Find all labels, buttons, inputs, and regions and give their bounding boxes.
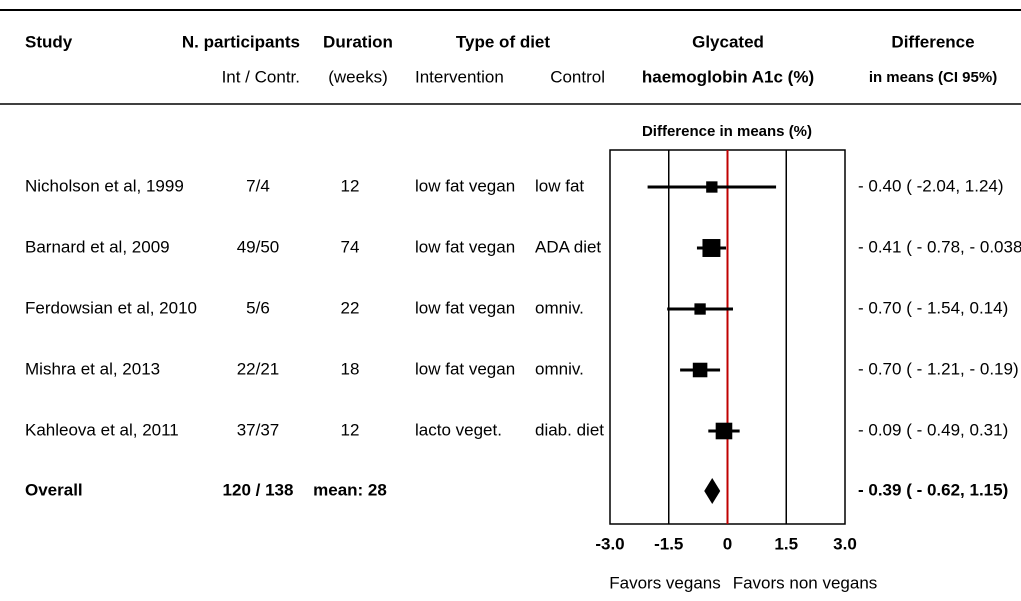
- participants: 120 / 138: [223, 480, 294, 499]
- plot-title: Difference in means (%): [642, 123, 812, 140]
- study: Ferdowsian et al, 2010: [25, 298, 197, 317]
- x-tick-label: -3.0: [595, 534, 624, 553]
- x-tick-label: 0: [723, 534, 732, 553]
- x-tick-label: 3.0: [833, 534, 857, 553]
- point-estimate: [715, 422, 733, 440]
- duration: 18: [341, 359, 360, 378]
- intervention: low fat vegan: [415, 298, 515, 317]
- header: (weeks): [328, 67, 388, 86]
- control: low fat: [535, 176, 584, 195]
- duration: 12: [341, 176, 360, 195]
- point-estimate: [702, 239, 721, 257]
- x-tick-label: 1.5: [774, 534, 798, 553]
- study: Mishra et al, 2013: [25, 359, 160, 378]
- participants: 49/50: [237, 237, 280, 256]
- header: haemoglobin A1c (%): [642, 67, 814, 86]
- control: omniv.: [535, 298, 584, 317]
- intervention: low fat vegan: [415, 176, 515, 195]
- participants: 22/21: [237, 359, 280, 378]
- header: Study: [25, 32, 73, 51]
- overall-estimate: [704, 478, 721, 504]
- duration: 74: [341, 237, 360, 256]
- participants: 37/37: [237, 420, 280, 439]
- header: Control: [550, 67, 605, 86]
- value-label: - 0.41 ( - 0.78, - 0.038): [858, 237, 1021, 256]
- header: N. participants: [182, 32, 300, 51]
- study: Nicholson et al, 1999: [25, 176, 184, 195]
- point-estimate: [706, 181, 718, 193]
- header: Difference: [891, 32, 974, 51]
- favors-right: Favors non vegans: [733, 573, 878, 592]
- control: omniv.: [535, 359, 584, 378]
- header: in means (CI 95%): [869, 69, 997, 86]
- value-label: - 0.40 ( -2.04, 1.24): [858, 176, 1004, 195]
- header: Duration: [323, 32, 393, 51]
- control: diab. diet: [535, 420, 604, 439]
- study: Barnard et al, 2009: [25, 237, 170, 256]
- duration: 12: [341, 420, 360, 439]
- intervention: low fat vegan: [415, 237, 515, 256]
- value-label: - 0.09 ( - 0.49, 0.31): [858, 420, 1008, 439]
- control: ADA diet: [535, 237, 601, 256]
- x-tick-label: -1.5: [654, 534, 683, 553]
- participants: 5/6: [246, 298, 270, 317]
- study: Overall: [25, 480, 83, 499]
- duration: mean: 28: [313, 480, 387, 499]
- header: Type of diet: [456, 32, 550, 51]
- value-label: - 0.39 ( - 0.62, 1.15): [858, 480, 1008, 499]
- value-label: - 0.70 ( - 1.21, - 0.19): [858, 359, 1019, 378]
- header: Glycated: [692, 32, 764, 51]
- duration: 22: [341, 298, 360, 317]
- header: Intervention: [415, 67, 504, 86]
- favors-left: Favors vegans: [609, 573, 721, 592]
- intervention: low fat vegan: [415, 359, 515, 378]
- header: Int / Contr.: [222, 67, 300, 86]
- point-estimate: [692, 362, 708, 378]
- intervention: lacto veget.: [415, 420, 502, 439]
- study: Kahleova et al, 2011: [25, 420, 179, 439]
- participants: 7/4: [246, 176, 270, 195]
- point-estimate: [694, 303, 706, 315]
- value-label: - 0.70 ( - 1.54, 0.14): [858, 298, 1008, 317]
